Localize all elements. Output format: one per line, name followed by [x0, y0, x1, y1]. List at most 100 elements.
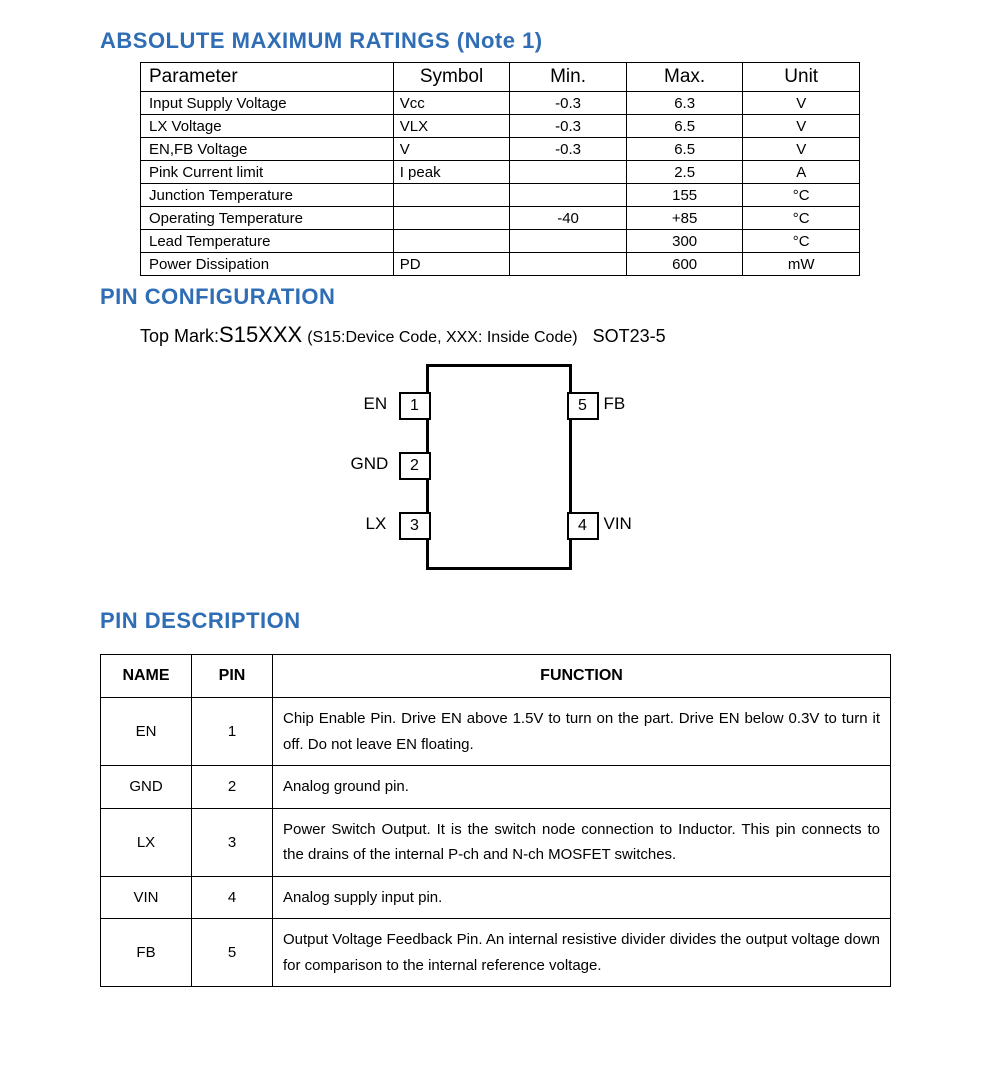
amr-table: Parameter Symbol Min. Max. Unit Input Su…	[140, 62, 860, 276]
amr-cell-unit: V	[743, 115, 860, 138]
amr-cell-symbol	[393, 184, 510, 207]
pin-box-1: 1	[399, 392, 431, 420]
amr-col-unit: Unit	[743, 63, 860, 92]
pindesc-col-function: FUNCTION	[273, 655, 891, 698]
amr-cell-min	[510, 253, 627, 276]
pin-box-2: 2	[399, 452, 431, 480]
pindesc-row: LX3Power Switch Output. It is the switch…	[101, 808, 891, 876]
amr-cell-min	[510, 184, 627, 207]
amr-cell-symbol	[393, 230, 510, 253]
amr-cell-unit: V	[743, 92, 860, 115]
topmark-line: Top Mark:S15XXX (S15:Device Code, XXX: I…	[140, 322, 891, 348]
pindesc-cell-function: Output Voltage Feedback Pin. An internal…	[273, 919, 891, 987]
pindesc-cell-name: EN	[101, 698, 192, 766]
package-diagram: 1 EN 2 GND 3 LX 4VIN 5FB	[296, 364, 696, 584]
amr-cell-max: 6.5	[626, 115, 743, 138]
amr-cell-min: -40	[510, 207, 627, 230]
pindesc-cell-function: Power Switch Output. It is the switch no…	[273, 808, 891, 876]
amr-cell-parameter: Lead Temperature	[141, 230, 394, 253]
amr-cell-parameter: EN,FB Voltage	[141, 138, 394, 161]
pindesc-cell-function: Analog ground pin.	[273, 766, 891, 809]
topmark-note: (S15:Device Code, XXX: Inside Code)	[307, 329, 577, 346]
chip-body	[426, 364, 572, 570]
pindesc-col-pin: PIN	[192, 655, 273, 698]
pindesc-heading: PIN DESCRIPTION	[100, 608, 891, 634]
pin-box-4: 4	[567, 512, 599, 540]
amr-cell-min: -0.3	[510, 92, 627, 115]
amr-cell-symbol: PD	[393, 253, 510, 276]
topmark-prefix: Top Mark:	[140, 326, 219, 346]
amr-cell-max: +85	[626, 207, 743, 230]
amr-header-row: Parameter Symbol Min. Max. Unit	[141, 63, 860, 92]
amr-cell-parameter: LX Voltage	[141, 115, 394, 138]
amr-row: Power DissipationPD 600mW	[141, 253, 860, 276]
amr-cell-min	[510, 230, 627, 253]
pin-box-3: 3	[399, 512, 431, 540]
amr-cell-min: -0.3	[510, 138, 627, 161]
amr-col-min: Min.	[510, 63, 627, 92]
pindesc-cell-pin: 3	[192, 808, 273, 876]
pin-label-gnd: GND	[351, 454, 389, 474]
amr-cell-max: 155	[626, 184, 743, 207]
amr-row: Lead Temperature 300°C	[141, 230, 860, 253]
pindesc-cell-function: Analog supply input pin.	[273, 876, 891, 919]
amr-cell-unit: mW	[743, 253, 860, 276]
amr-row: Input Supply VoltageVcc-0.36.3V	[141, 92, 860, 115]
pindesc-table: NAME PIN FUNCTION EN1Chip Enable Pin. Dr…	[100, 654, 891, 987]
amr-cell-max: 6.3	[626, 92, 743, 115]
pindesc-cell-name: LX	[101, 808, 192, 876]
amr-cell-parameter: Pink Current limit	[141, 161, 394, 184]
pindesc-row: EN1Chip Enable Pin. Drive EN above 1.5V …	[101, 698, 891, 766]
amr-row: Pink Current limitI peak 2.5A	[141, 161, 860, 184]
amr-cell-min	[510, 161, 627, 184]
topmark-code: S15XXX	[219, 322, 302, 347]
amr-col-symbol: Symbol	[393, 63, 510, 92]
pinconfig-heading: PIN CONFIGURATION	[100, 284, 891, 310]
amr-row: EN,FB VoltageV-0.36.5V	[141, 138, 860, 161]
amr-cell-symbol: Vcc	[393, 92, 510, 115]
amr-cell-parameter: Operating Temperature	[141, 207, 394, 230]
amr-row: Operating Temperature -40+85°C	[141, 207, 860, 230]
amr-col-max: Max.	[626, 63, 743, 92]
pin-label-en: EN	[364, 394, 388, 414]
pin-label-fb: FB	[604, 394, 626, 414]
pindesc-row: VIN4Analog supply input pin.	[101, 876, 891, 919]
pin-box-5: 5	[567, 392, 599, 420]
amr-cell-parameter: Junction Temperature	[141, 184, 394, 207]
pindesc-cell-name: FB	[101, 919, 192, 987]
amr-cell-max: 600	[626, 253, 743, 276]
pindesc-col-name: NAME	[101, 655, 192, 698]
package-code: SOT23-5	[593, 326, 666, 346]
amr-cell-symbol: VLX	[393, 115, 510, 138]
pin-label-lx: LX	[366, 514, 387, 534]
amr-cell-unit: V	[743, 138, 860, 161]
pin-label-vin: VIN	[604, 514, 632, 534]
amr-cell-parameter: Input Supply Voltage	[141, 92, 394, 115]
pindesc-cell-function: Chip Enable Pin. Drive EN above 1.5V to …	[273, 698, 891, 766]
pindesc-header-row: NAME PIN FUNCTION	[101, 655, 891, 698]
pindesc-cell-name: GND	[101, 766, 192, 809]
amr-cell-symbol: I peak	[393, 161, 510, 184]
amr-cell-unit: °C	[743, 184, 860, 207]
pindesc-cell-pin: 5	[192, 919, 273, 987]
amr-row: LX VoltageVLX-0.36.5V	[141, 115, 860, 138]
amr-cell-unit: °C	[743, 230, 860, 253]
amr-row: Junction Temperature 155°C	[141, 184, 860, 207]
amr-cell-unit: A	[743, 161, 860, 184]
amr-cell-unit: °C	[743, 207, 860, 230]
amr-cell-min: -0.3	[510, 115, 627, 138]
amr-cell-symbol	[393, 207, 510, 230]
pindesc-cell-pin: 2	[192, 766, 273, 809]
pindesc-cell-name: VIN	[101, 876, 192, 919]
amr-cell-parameter: Power Dissipation	[141, 253, 394, 276]
pindesc-row: GND2Analog ground pin.	[101, 766, 891, 809]
amr-cell-max: 6.5	[626, 138, 743, 161]
pindesc-row: FB5Output Voltage Feedback Pin. An inter…	[101, 919, 891, 987]
pindesc-cell-pin: 1	[192, 698, 273, 766]
amr-col-parameter: Parameter	[141, 63, 394, 92]
amr-cell-max: 2.5	[626, 161, 743, 184]
amr-cell-max: 300	[626, 230, 743, 253]
amr-cell-symbol: V	[393, 138, 510, 161]
amr-heading: ABSOLUTE MAXIMUM RATINGS (Note 1)	[100, 28, 891, 54]
pindesc-cell-pin: 4	[192, 876, 273, 919]
